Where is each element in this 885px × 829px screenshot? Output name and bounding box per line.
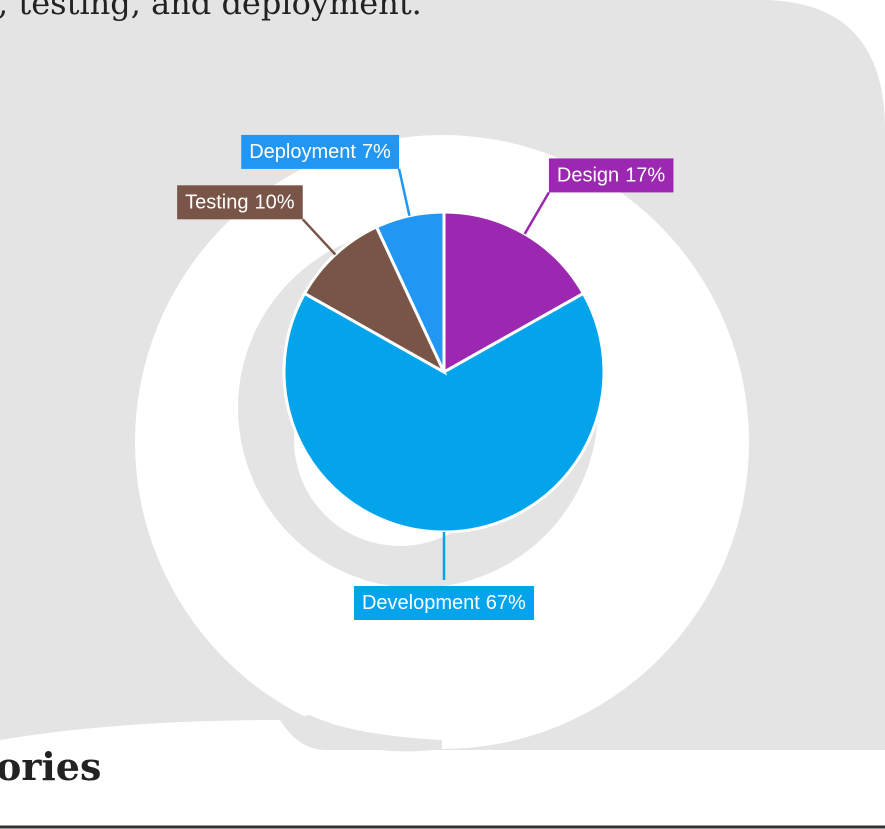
label-text: Development 67% [362,592,526,614]
label-box [177,185,303,220]
intro-text: , testing, and deployment. [0,0,422,22]
category-name: Design [557,165,619,187]
label-box [241,134,400,169]
leader-line [397,168,411,217]
value-label: 7% [362,141,391,163]
label-box [353,586,535,620]
leader-line [523,191,551,235]
label-box [548,158,674,193]
data-label: Testing 10% [177,185,303,220]
labels: Design 17% Development 67% Testing 10% Deploym… [177,134,674,620]
data-label: Development 67% [353,586,535,620]
category-name: Deployment [249,141,356,163]
label-text: Deployment 7% [249,141,391,163]
value-label: 17% [625,165,665,187]
category-name: Testing [185,192,248,214]
value-label: 10% [255,192,295,214]
data-label: Deployment 7% [241,134,400,169]
data-label: Design 17% [548,158,674,193]
pie-slice [442,210,586,375]
pie-slice [374,210,446,373]
label-text: Testing 10% [185,192,295,214]
slices [282,210,606,534]
pie-chart: Design 17% Development 67% Testing 10% Deploym… [177,134,674,620]
leader-line [301,218,337,256]
label-text: Design 17% [557,165,666,187]
category-name: Development [362,592,480,614]
section-heading: ories [0,744,101,789]
value-label: 67% [486,592,526,614]
